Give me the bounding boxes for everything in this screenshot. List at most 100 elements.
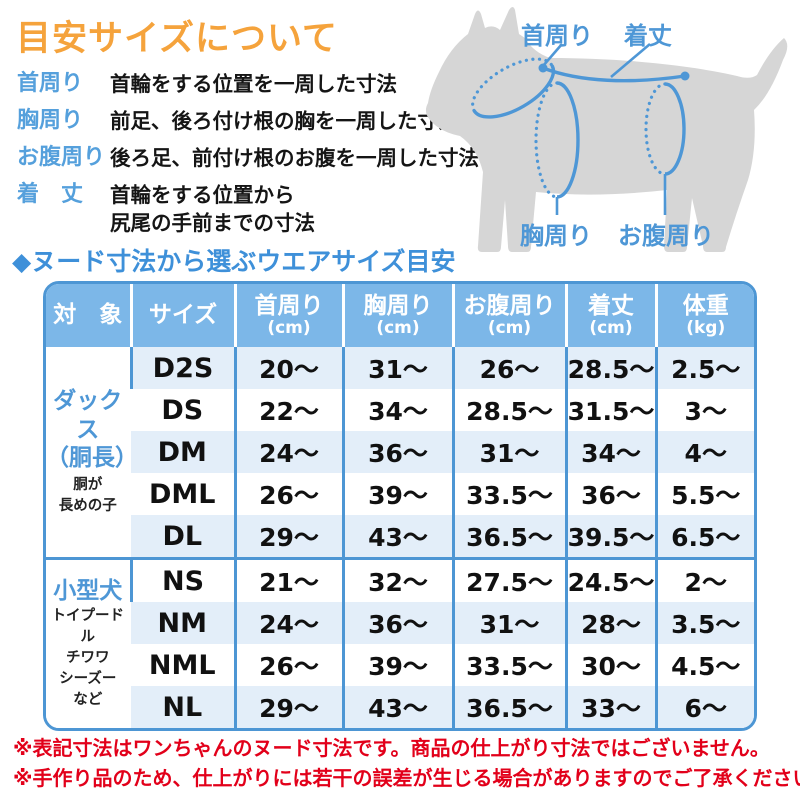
definition-desc-line1: 首輪をする位置から bbox=[110, 183, 295, 207]
belly-girth-ellipse bbox=[644, 82, 686, 176]
cell-size: NML bbox=[131, 644, 235, 686]
back-length-curve bbox=[538, 63, 690, 83]
cell-neck: 24～ bbox=[233, 602, 343, 644]
cell-belly: 31～ bbox=[451, 602, 566, 644]
definition-desc: 前足、後ろ付け根の胸を一周した寸法 bbox=[110, 109, 459, 133]
neck-pointer-line bbox=[542, 43, 563, 67]
cell-length: 28.5～ bbox=[564, 347, 656, 389]
page-title: 目安サイズについて bbox=[16, 19, 338, 59]
size-table: 対 象 サイズ 首周り (cm) 胸周り (cm) お腹周り (cm) 着丈 (cm) … bbox=[46, 284, 754, 728]
column-header-label: お腹周り bbox=[463, 292, 556, 319]
column-header-chest: 胸周り (cm) bbox=[341, 284, 453, 347]
definition-desc-line2: 尻尾の手前までの寸法 bbox=[110, 211, 315, 235]
cell-chest: 32～ bbox=[341, 557, 453, 602]
group-cell-dachshund: ダックス （胴長） 胴が 長めの子 bbox=[46, 347, 138, 559]
table-row: NML 26～ 39～ 33.5～ 30～ 4.5～ bbox=[46, 644, 754, 686]
column-header-length: 着丈 (cm) bbox=[564, 284, 656, 347]
table-row: ダックス （胴長） 胴が 長めの子 D2S 20～ 31～ 26～ 28.5～ … bbox=[46, 347, 754, 559]
definition-neck: 首周り 首輪をする位置を一周した寸法 bbox=[17, 70, 487, 98]
definition-belly: お腹周り 後ろ足、前付け根のお腹を一周した寸法 bbox=[17, 144, 487, 172]
table-row: DM 24～ 36～ 31～ 34～ 4～ bbox=[46, 431, 754, 473]
group-subtext: トイプードル bbox=[51, 607, 125, 645]
definition-length: 着 丈 首輪をする位置から 尻尾の手前までの寸法 bbox=[17, 181, 487, 237]
group-subtext: 胴が bbox=[73, 477, 103, 494]
table-row: DML 26～ 39～ 33.5～ 36～ 5.5～ bbox=[46, 473, 754, 515]
cell-size: NS bbox=[129, 557, 235, 602]
diagram-neck-label: 首周り bbox=[521, 22, 593, 50]
group-cell-small-dog: 小型犬 トイプードル チワワ シーズー など bbox=[46, 557, 131, 728]
cell-belly: 28.5～ bbox=[451, 389, 566, 431]
table-row: NM 24～ 36～ 31～ 28～ 3.5～ bbox=[46, 602, 754, 644]
cell-chest: 43～ bbox=[341, 515, 453, 559]
definition-term: 胸周り bbox=[17, 108, 84, 133]
length-pointer-line bbox=[610, 43, 651, 78]
cell-belly: 36.5～ bbox=[451, 686, 566, 728]
group-name: 小型犬 bbox=[53, 578, 123, 605]
cell-neck: 24～ bbox=[233, 431, 343, 473]
table-header-row: 対 象 サイズ 首周り (cm) 胸周り (cm) お腹周り (cm) 着丈 (cm) … bbox=[46, 284, 754, 347]
definition-desc: 首輪をする位置を一周した寸法 bbox=[110, 72, 397, 96]
cell-chest: 39～ bbox=[341, 473, 453, 515]
cell-chest: 34～ bbox=[341, 389, 453, 431]
table-row: 小型犬 トイプードル チワワ シーズー など NS 21～ 32～ 27.5～ … bbox=[46, 557, 754, 728]
table-row: DS 22～ 34～ 28.5～ 31.5～ 3～ bbox=[46, 389, 754, 431]
cell-length: 28～ bbox=[564, 602, 656, 644]
definition-desc: 後ろ足、前付け根のお腹を一周した寸法 bbox=[110, 146, 479, 170]
cell-weight: 2.5～ bbox=[654, 347, 754, 389]
neck-girth-ellipse bbox=[471, 57, 556, 119]
cell-belly: 26～ bbox=[451, 347, 566, 389]
cell-size: DL bbox=[131, 515, 235, 559]
cell-neck: 26～ bbox=[233, 473, 343, 515]
column-header-unit: (cm) bbox=[376, 317, 420, 338]
cell-size: NM bbox=[131, 602, 235, 644]
definition-desc: 首輪をする位置から 尻尾の手前までの寸法 bbox=[110, 181, 315, 237]
cell-weight: 2～ bbox=[654, 557, 754, 602]
cell-neck: 22～ bbox=[233, 389, 343, 431]
diagram-belly-label: お腹周り bbox=[618, 222, 714, 250]
cell-size: DS bbox=[131, 389, 235, 431]
cell-length: 31.5～ bbox=[564, 389, 656, 431]
measurement-definitions: 首周り 首輪をする位置を一周した寸法 胸周り 前足、後ろ付け根の胸を一周した寸法… bbox=[17, 70, 487, 246]
cell-weight: 5.5～ bbox=[654, 473, 754, 515]
cell-chest: 36～ bbox=[341, 431, 453, 473]
cell-size: NL bbox=[131, 686, 235, 728]
cell-belly: 27.5～ bbox=[451, 557, 566, 602]
cell-length: 36～ bbox=[564, 473, 656, 515]
cell-weight: 3.5～ bbox=[654, 602, 754, 644]
chest-girth-ellipse bbox=[534, 81, 580, 199]
cell-length: 30～ bbox=[564, 644, 656, 686]
definition-term: お腹周り bbox=[17, 145, 106, 170]
cell-belly: 33.5～ bbox=[451, 473, 566, 515]
column-header-unit: (cm) bbox=[589, 317, 633, 338]
column-header-label: 着丈 bbox=[588, 292, 634, 319]
column-header-label: 胸周り bbox=[363, 292, 433, 319]
dog-diagram-svg bbox=[425, 7, 788, 252]
cell-neck: 26～ bbox=[233, 644, 343, 686]
cell-belly: 33.5～ bbox=[451, 644, 566, 686]
column-header-label: 首周り bbox=[254, 292, 324, 319]
column-header-target: 対 象 bbox=[46, 284, 131, 347]
cell-weight: 6.5～ bbox=[654, 515, 754, 559]
group-subtext: シーズー bbox=[59, 670, 117, 687]
cell-chest: 36～ bbox=[341, 602, 453, 644]
cell-weight: 4～ bbox=[654, 431, 754, 473]
table-row: DL 29～ 43～ 36.5～ 39.5～ 6.5～ bbox=[46, 515, 754, 559]
group-name: （胴長） bbox=[46, 445, 138, 472]
column-header-label: 対 象 bbox=[53, 301, 123, 328]
cell-chest: 31～ bbox=[341, 347, 453, 389]
footer-notes: ※表記寸法はワンちゃんのヌード寸法です。商品の仕上がり寸法ではございません。 ※… bbox=[13, 733, 800, 793]
cell-neck: 29～ bbox=[233, 515, 343, 559]
dog-measurement-diagram: 首周り 着丈 胸周り お腹周り bbox=[415, 0, 800, 258]
cell-neck: 20～ bbox=[233, 347, 343, 389]
cell-size: DM bbox=[131, 431, 235, 473]
note-line: ※手作り品のため、仕上がりには若干の誤差が生じる場合がありますのでご了承ください… bbox=[13, 766, 800, 790]
group-subtext: チワワ bbox=[66, 649, 110, 666]
dog-silhouette-icon bbox=[425, 7, 788, 252]
cell-size: DML bbox=[131, 473, 235, 515]
cell-neck: 29～ bbox=[233, 686, 343, 728]
cell-chest: 39～ bbox=[341, 644, 453, 686]
cell-length: 33～ bbox=[564, 686, 656, 728]
diagram-chest-label: 胸周り bbox=[520, 222, 592, 250]
cell-size: D2S bbox=[129, 347, 235, 389]
